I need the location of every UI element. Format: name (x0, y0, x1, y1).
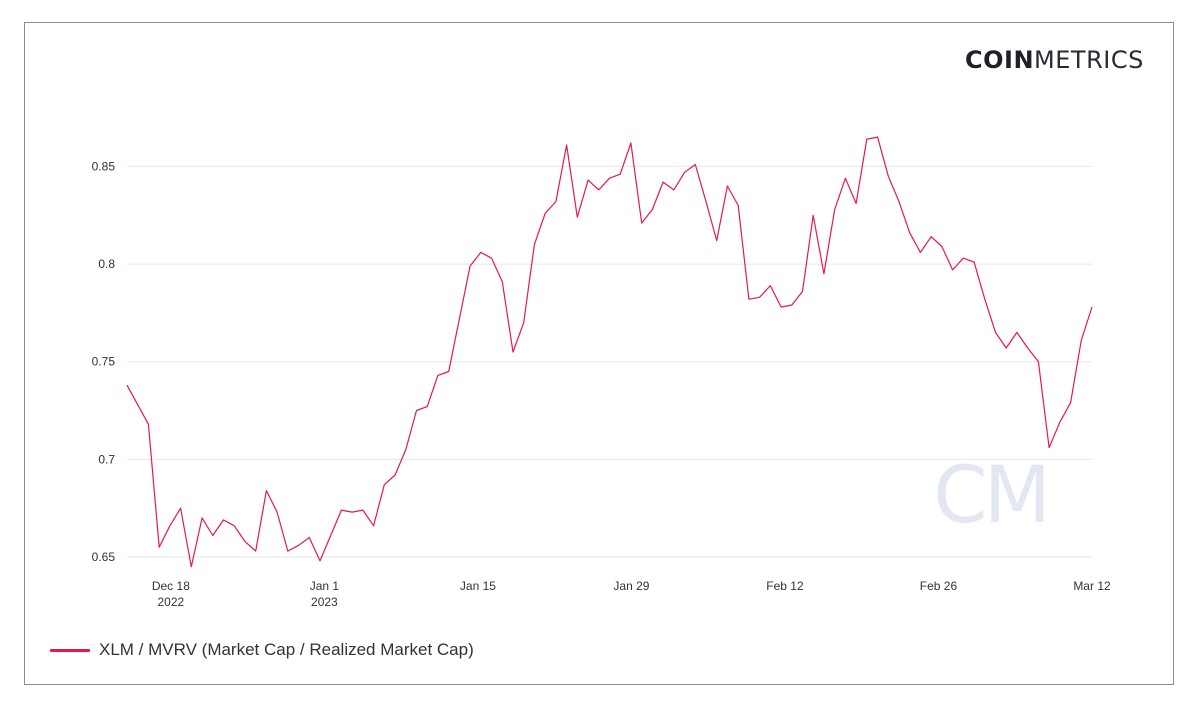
x-tick-label: Feb 12 (766, 579, 804, 593)
x-tick-year-label: 2023 (311, 595, 338, 609)
x-tick-label: Jan 29 (613, 579, 649, 593)
coinmetrics-logo: COINMETRICS (965, 46, 1144, 74)
y-tick-label: 0.7 (98, 452, 115, 466)
legend[interactable]: XLM / MVRV (Market Cap / Realized Market… (50, 640, 474, 660)
y-tick-label: 0.85 (92, 159, 116, 173)
series-line-0[interactable] (126, 136, 1093, 568)
y-tick-label: 0.65 (92, 550, 116, 564)
x-axis: Dec 18 2022 Jan 1 2023 Jan 15 Jan 29 Feb 12 Feb… (152, 579, 1111, 609)
logo-bold-text: COIN (965, 46, 1035, 74)
x-tick-label: Dec 18 (152, 579, 190, 593)
chart-frame (24, 22, 1174, 685)
x-tick-label: Jan 1 (310, 579, 340, 593)
logo-light-text: METRICS (1034, 46, 1144, 74)
cm-watermark: CM (933, 451, 1047, 541)
x-tick-label: Feb 26 (920, 579, 958, 593)
x-tick-label: Mar 12 (1073, 579, 1111, 593)
gridlines (127, 165, 1092, 558)
legend-label: XLM / MVRV (Market Cap / Realized Market… (99, 640, 474, 659)
y-tick-label: 0.75 (92, 355, 116, 369)
x-tick-year-label: 2022 (158, 595, 185, 609)
y-tick-label: 0.8 (98, 257, 115, 271)
y-axis: 0.65 0.7 0.75 0.8 0.85 (92, 159, 116, 564)
legend-swatch (50, 648, 90, 652)
series-layer (126, 136, 1093, 568)
x-tick-label: Jan 15 (460, 579, 496, 593)
